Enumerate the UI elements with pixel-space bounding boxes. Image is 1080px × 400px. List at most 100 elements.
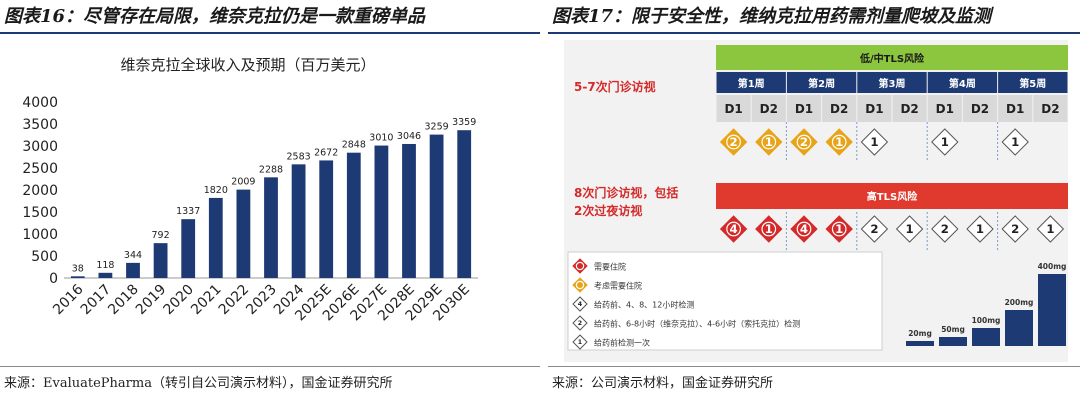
legend-diamond xyxy=(572,296,588,312)
right-source-text: 来源：公司演示材料，国金证券研究所 xyxy=(552,376,774,391)
high-risk-dose-diamond xyxy=(966,215,994,243)
low-risk-dose-diamond xyxy=(860,128,889,156)
bar-value-label: 3046 xyxy=(397,131,421,142)
revenue-bar xyxy=(374,145,389,278)
revenue-bar xyxy=(98,272,113,278)
day-label: D1 xyxy=(795,102,813,116)
week-label: 第1周 xyxy=(738,77,765,90)
revenue-bar xyxy=(181,219,196,278)
legend-diamond-label: 1 xyxy=(578,339,582,346)
legend-text: 需要住院 xyxy=(594,262,626,272)
low-risk-dose-diamond-label: 1 xyxy=(765,135,773,149)
high-risk-banner xyxy=(716,183,1068,209)
high-risk-dose-diamond xyxy=(1001,215,1029,243)
high-risk-dose-diamond-label: 4 xyxy=(730,222,738,236)
legend-diamond-ring xyxy=(575,280,585,290)
day-label: D1 xyxy=(1006,102,1024,116)
high-risk-label: 高TLS风险 xyxy=(867,190,918,203)
low-visits-label: 5-7次门诊访视 xyxy=(574,79,656,94)
day-label: D1 xyxy=(936,102,954,116)
high-risk-dose-diamond-label: 2 xyxy=(870,222,878,236)
bar-value-label: 118 xyxy=(96,260,114,271)
left-title-rule xyxy=(0,32,540,34)
high-risk-dose-diamond-label: 2 xyxy=(1011,222,1019,236)
y-tick-label: 500 xyxy=(31,249,58,265)
day-label: D2 xyxy=(760,102,778,116)
revenue-bar xyxy=(346,152,361,278)
bar-value-label: 3259 xyxy=(425,122,449,133)
x-tick-label: 2023 xyxy=(243,282,280,319)
dose-label: 400mg xyxy=(1038,262,1067,271)
low-risk-dose-diamond-label: 2 xyxy=(730,135,738,149)
day-cell xyxy=(716,95,751,122)
high-risk-dose-diamond-label: 2 xyxy=(941,222,949,236)
right-panel-title: 图表17：限于安全性，维纳克拉用药需剂量爬坡及监测 xyxy=(552,6,992,27)
week-label: 第2周 xyxy=(808,77,835,90)
left-source-text: 来源：EvaluatePharma（转引自公司演示材料），国金证券研究所 xyxy=(4,376,393,391)
low-risk-label: 低/中TLS风险 xyxy=(859,52,925,65)
legend-diamond xyxy=(572,277,588,293)
high-risk-dose-diamond-label: 1 xyxy=(835,222,843,236)
day-label: D2 xyxy=(900,102,918,116)
dose-step-bar xyxy=(906,341,934,346)
day-label: D2 xyxy=(1041,102,1059,116)
right-title-rule xyxy=(548,32,1080,34)
left-source-rule xyxy=(0,366,540,367)
low-risk-dose-diamond-label: 1 xyxy=(1011,135,1019,149)
right-source-rule xyxy=(548,366,1080,367)
high-risk-dose-diamond-ring xyxy=(831,221,847,237)
y-tick-label: 1500 xyxy=(22,205,58,221)
day-label: D2 xyxy=(971,102,989,116)
y-tick-label: 2000 xyxy=(22,183,58,199)
day-label: D1 xyxy=(865,102,883,116)
revenue-bar xyxy=(457,130,472,278)
bar-value-label: 38 xyxy=(72,263,84,274)
x-tick-label: 2022 xyxy=(216,282,253,319)
high-risk-dose-diamond-label: 4 xyxy=(800,222,808,236)
high-visits-line2: 2次过夜访视 xyxy=(574,203,642,218)
low-risk-dose-diamond xyxy=(1001,128,1029,156)
dose-step-bar xyxy=(1005,310,1033,346)
y-tick-label: 4000 xyxy=(22,95,58,111)
legend-diamond xyxy=(572,334,588,350)
dose-label: 100mg xyxy=(972,316,1001,325)
right-panel: 图表17：限于安全性，维纳克拉用药需剂量爬坡及监测 低/中TLS风险 5-7次门… xyxy=(548,0,1080,400)
day-cell xyxy=(962,95,998,122)
revenue-bar xyxy=(264,177,278,278)
y-tick-label: 2500 xyxy=(22,161,58,177)
legend-text: 考虑需要住院 xyxy=(594,281,642,291)
bar-value-label: 2288 xyxy=(259,164,283,175)
x-tick-label: 2019 xyxy=(133,282,170,319)
legend-diamond-ring xyxy=(575,261,585,271)
high-risk-dose-diamond xyxy=(825,215,853,243)
legend-diamond-label: 4 xyxy=(578,301,583,308)
left-panel-title: 图表16：尽管存在局限，维奈克拉仍是一款重磅单品 xyxy=(4,6,426,27)
bar-value-label: 2848 xyxy=(342,140,366,151)
legend-box xyxy=(567,251,883,351)
low-risk-dose-diamond-label: 1 xyxy=(870,135,878,149)
week-header xyxy=(857,72,927,93)
day-label: D2 xyxy=(830,102,848,116)
bar-value-label: 1820 xyxy=(204,185,228,196)
low-risk-dose-diamond-label: 2 xyxy=(800,135,808,149)
dose-step-bar xyxy=(939,337,967,346)
legend-diamond xyxy=(572,315,588,331)
low-risk-dose-diamond-label: 1 xyxy=(835,135,843,149)
bar-value-label: 3010 xyxy=(369,133,393,144)
revenue-bar xyxy=(126,262,140,278)
high-risk-dose-diamond xyxy=(790,215,818,243)
high-risk-dose-diamond xyxy=(931,215,959,243)
low-risk-dose-diamond-ring xyxy=(761,134,777,150)
low-risk-dose-diamond-ring xyxy=(796,134,812,150)
low-risk-dose-diamond xyxy=(790,128,818,156)
week-label: 第5周 xyxy=(1019,77,1046,90)
dose-step-bar xyxy=(1038,274,1066,346)
x-tick-label: 2021 xyxy=(188,282,225,319)
x-tick-label: 2020 xyxy=(161,282,198,319)
revenue-bar xyxy=(319,160,334,278)
high-risk-dose-diamond-ring xyxy=(761,221,777,237)
tls-dosing-diagram: 低/中TLS风险 5-7次门诊访视 高TLS风险 8次门诊访视，包括 2次过夜访… xyxy=(564,40,1068,362)
legend-text: 给药前、6-8小时（维奈克拉）、4-6小时（索托克拉）检测 xyxy=(594,319,800,329)
revenue-bar xyxy=(153,243,168,278)
high-risk-dose-diamond-label: 1 xyxy=(976,222,984,236)
